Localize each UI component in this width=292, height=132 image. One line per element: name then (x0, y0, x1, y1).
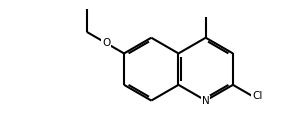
Text: O: O (102, 38, 110, 48)
Text: Cl: Cl (252, 91, 262, 101)
Text: N: N (202, 96, 210, 106)
